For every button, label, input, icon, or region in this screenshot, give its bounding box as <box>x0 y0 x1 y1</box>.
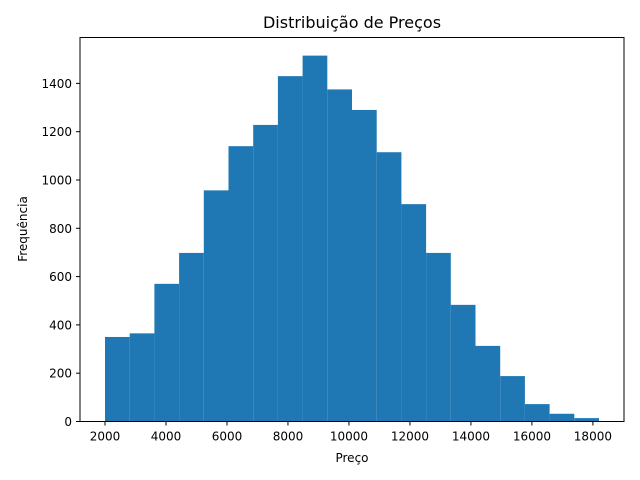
histogram-bar <box>475 345 501 422</box>
bars-group <box>105 55 599 422</box>
x-axis-label: Preço <box>335 451 368 465</box>
x-tick-label: 6000 <box>212 430 243 444</box>
histogram-bar <box>376 152 402 422</box>
y-tick-label: 1400 <box>41 77 72 91</box>
y-tick-label: 600 <box>49 270 72 284</box>
histogram-bar <box>253 124 278 422</box>
y-tick-label: 1200 <box>41 125 72 139</box>
histogram-bar <box>500 376 525 422</box>
x-axis-ticks: 2000 4000 6000 8000 10000 12000 14000 16000 1800… <box>90 421 612 444</box>
histogram-bar <box>401 204 427 422</box>
y-axis-label: Frequência <box>16 196 30 262</box>
y-tick-label: 1000 <box>41 173 72 187</box>
histogram-bar <box>327 89 352 422</box>
histogram-bar <box>129 333 155 422</box>
y-tick-label: 0 <box>64 415 72 429</box>
x-tick-label: 16000 <box>513 430 551 444</box>
histogram-bar <box>426 252 451 422</box>
chart-title: Distribuição de Preços <box>263 13 441 32</box>
x-tick-label: 4000 <box>151 430 182 444</box>
histogram-bar <box>277 76 303 422</box>
histogram-bar <box>450 304 476 422</box>
y-tick-label: 400 <box>49 318 72 332</box>
y-axis-ticks: 0 200 400 600 800 1000 1200 1400 <box>41 77 80 429</box>
histogram-bar <box>228 146 254 422</box>
histogram-bar <box>203 190 229 422</box>
histogram-bar <box>574 418 599 422</box>
histogram-bar <box>524 404 550 422</box>
y-tick-label: 800 <box>49 222 72 236</box>
histogram-bar <box>352 109 377 422</box>
histogram-bar <box>105 336 130 422</box>
plot-frame <box>79 37 625 422</box>
histogram-bar <box>549 413 575 422</box>
x-tick-label: 14000 <box>452 430 490 444</box>
histogram-bar <box>154 283 180 422</box>
x-tick-label: 2000 <box>90 430 121 444</box>
x-tick-label: 12000 <box>391 430 429 444</box>
x-tick-label: 10000 <box>330 430 368 444</box>
histogram-bar <box>179 252 204 422</box>
x-tick-label: 18000 <box>574 430 612 444</box>
y-tick-label: 200 <box>49 367 72 381</box>
histogram-bar <box>302 55 328 422</box>
x-tick-label: 8000 <box>273 430 304 444</box>
